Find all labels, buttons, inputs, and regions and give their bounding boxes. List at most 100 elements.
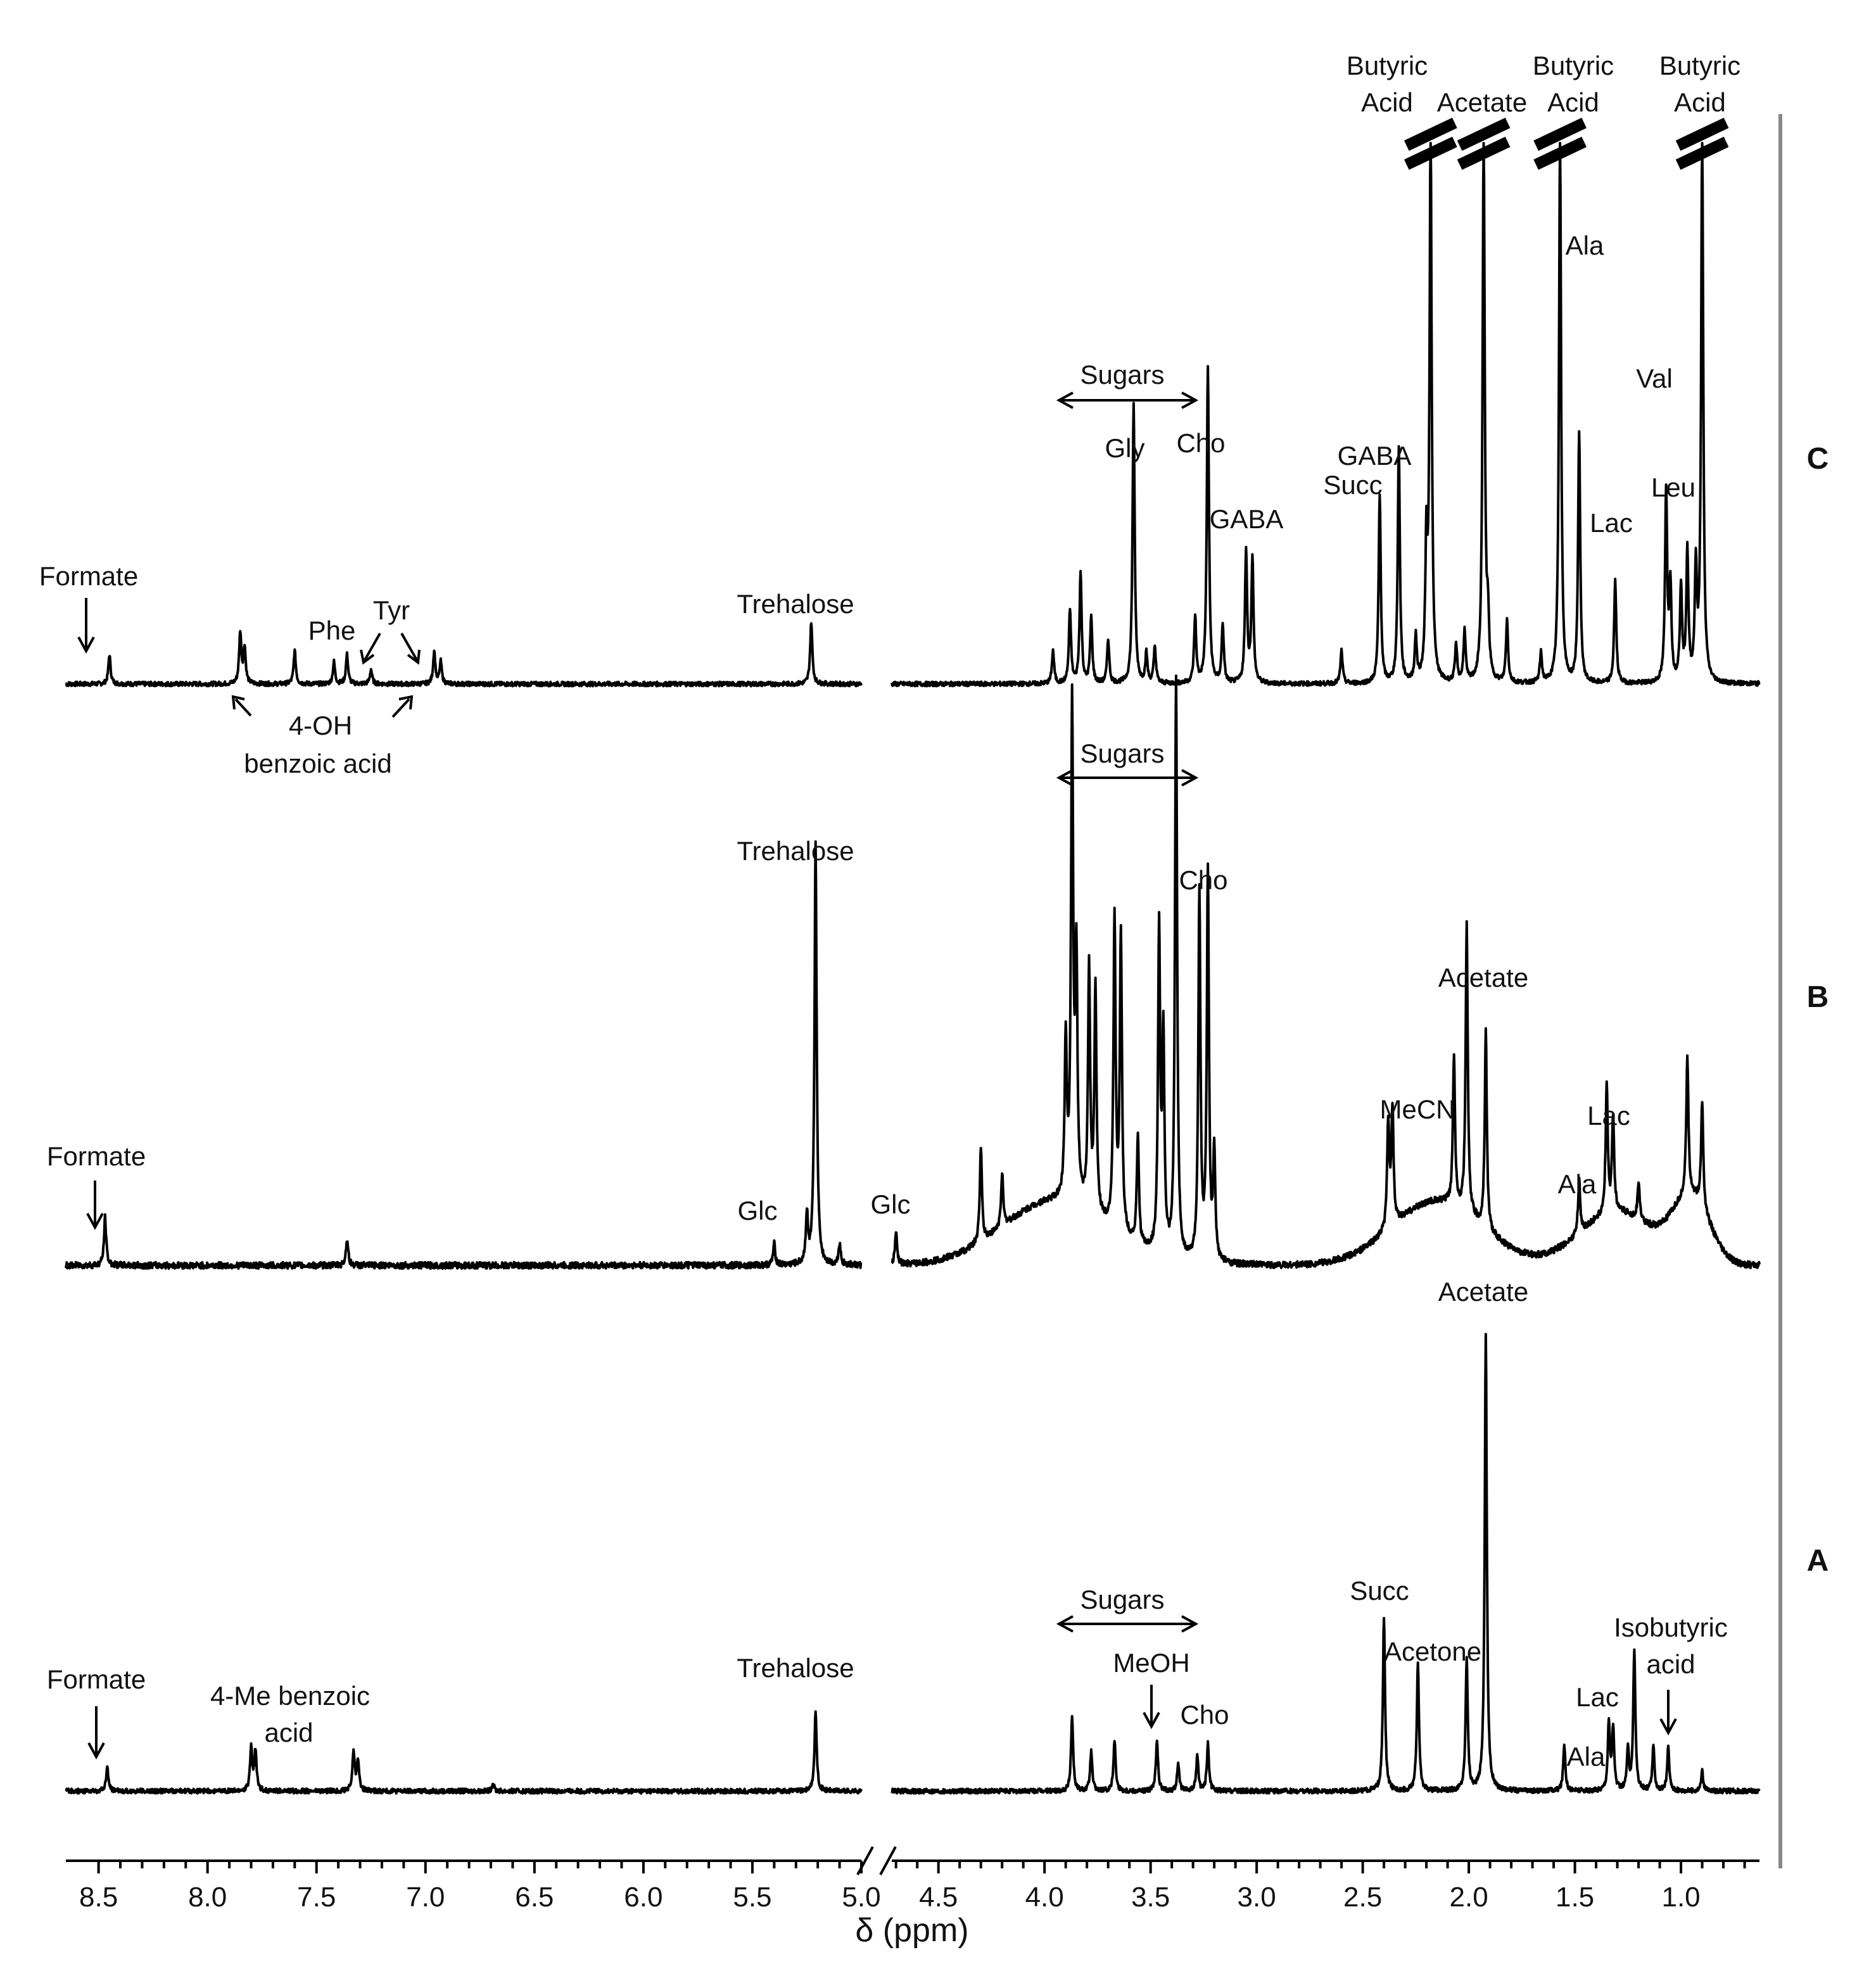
arrowhead-sugars-a-r bbox=[1181, 1615, 1199, 1633]
truncation-bar-2-0 bbox=[1533, 117, 1587, 151]
truncation-bar-1-1 bbox=[1457, 136, 1511, 170]
label-cho-b: Cho bbox=[1179, 865, 1227, 895]
label-4me-a: 4-Me benzoic bbox=[210, 1681, 370, 1711]
series-label-b: B bbox=[1807, 980, 1829, 1014]
spectrum-trace-b bbox=[65, 675, 1761, 1270]
label-ala-c: Ala bbox=[1566, 231, 1604, 260]
label-acetone-a: Acetone bbox=[1384, 1637, 1481, 1666]
label-formate-b: Formate bbox=[47, 1141, 146, 1171]
spectrum-trace-a bbox=[65, 1333, 1761, 1795]
x-tick-label-10: 3.5 bbox=[1131, 1882, 1170, 1913]
label-gaba-c1: GABA bbox=[1210, 504, 1284, 534]
arrowhead-formate-c bbox=[77, 637, 95, 654]
series-label-a: A bbox=[1807, 1544, 1829, 1578]
arrowhead-meoh bbox=[1143, 1712, 1160, 1730]
label-cho-a: Cho bbox=[1180, 1700, 1229, 1730]
label-succ-c: Succ bbox=[1323, 470, 1382, 500]
truncation-marks bbox=[1404, 117, 1729, 170]
label-formate-c: Formate bbox=[39, 561, 138, 591]
label-meoh-a: MeOH bbox=[1113, 1648, 1189, 1678]
x-tick-label-7: 5.0 bbox=[842, 1882, 880, 1913]
label-succ-a: Succ bbox=[1350, 1576, 1409, 1606]
label-lac-b: Lac bbox=[1587, 1101, 1630, 1131]
x-tick-label-11: 3.0 bbox=[1238, 1882, 1276, 1913]
x-tick-label-3: 7.0 bbox=[406, 1882, 445, 1913]
label-gly-c: Gly bbox=[1105, 433, 1145, 463]
arrowhead-formate-b bbox=[86, 1213, 104, 1231]
arrowhead-formate-a bbox=[87, 1742, 105, 1760]
label-cho-c: Cho bbox=[1176, 428, 1225, 458]
label-mecn-b: MeCN bbox=[1379, 1094, 1455, 1124]
x-tick-label-5: 6.0 bbox=[624, 1882, 662, 1913]
label-acetate-a: Acetate bbox=[1438, 1277, 1528, 1307]
label-benzoic-c: benzoic acid bbox=[244, 749, 391, 778]
arrowhead-tyr-left bbox=[360, 649, 375, 665]
arrowhead-4oh-right bbox=[398, 695, 414, 710]
label-glc-b2: Glc bbox=[871, 1189, 911, 1219]
x-axis: 8.5 8.0 7.5 7.0 6.5 6.0 5.5 5.0 4.5 4.0 3.5 3.0 2.5 2… bbox=[66, 1846, 1759, 1949]
x-tick-label-0: 8.5 bbox=[79, 1882, 118, 1913]
axis-break-mark-2 bbox=[879, 1846, 897, 1875]
arrowhead-sugars-c-l bbox=[1056, 391, 1074, 409]
label-butyric-3a: Butyric bbox=[1659, 51, 1740, 80]
label-glc-b1: Glc bbox=[738, 1196, 778, 1226]
label-4oh-c: 4-OH bbox=[289, 711, 352, 740]
truncation-bar-3-0 bbox=[1675, 117, 1729, 151]
truncation-bar-3-1 bbox=[1675, 136, 1729, 170]
arrow-tyr-right bbox=[400, 633, 418, 661]
label-lac-a: Lac bbox=[1576, 1682, 1619, 1712]
label-sugars-c: Sugars bbox=[1080, 360, 1164, 390]
x-axis-title: δ (ppm) bbox=[855, 1912, 968, 1949]
arrowhead-isobutyric bbox=[1659, 1718, 1677, 1736]
x-tick-label-6: 5.5 bbox=[733, 1882, 771, 1913]
truncation-bar-0-1 bbox=[1404, 136, 1457, 170]
x-tick-group: 8.5 8.0 7.5 7.0 6.5 6.0 5.5 5.0 4.5 4.0 3.5 3.0 2.5 2… bbox=[79, 1861, 1746, 1913]
truncation-bar-0-0 bbox=[1404, 117, 1457, 151]
x-tick-label-14: 1.5 bbox=[1556, 1882, 1594, 1913]
arrow-4oh-left bbox=[234, 698, 252, 717]
label-sugars-b: Sugars bbox=[1080, 738, 1164, 768]
annotation-labels: Butyric Acid Acetate Butyric Acid Butyri… bbox=[39, 51, 1740, 1771]
truncation-bar-1-0 bbox=[1457, 117, 1511, 151]
label-lac-c: Lac bbox=[1590, 508, 1633, 538]
arrowhead-sugars-c-r bbox=[1181, 391, 1199, 409]
x-tick-label-13: 2.0 bbox=[1450, 1882, 1488, 1913]
label-isobutyric-a: Isobutyric bbox=[1614, 1612, 1728, 1642]
spectra-layer bbox=[65, 142, 1761, 1795]
x-tick-label-12: 2.5 bbox=[1343, 1882, 1382, 1913]
truncation-bar-2-1 bbox=[1533, 136, 1587, 170]
arrowhead-4oh-left bbox=[231, 695, 245, 710]
label-val-c: Val bbox=[1636, 364, 1673, 393]
arrow-4oh-right bbox=[391, 698, 410, 718]
label-trehalose-c: Trehalose bbox=[737, 589, 854, 619]
label-trehalose-a: Trehalose bbox=[737, 1653, 854, 1683]
series-label-c: C bbox=[1807, 442, 1829, 476]
x-tick-label-8: 4.5 bbox=[919, 1882, 958, 1913]
label-butyric-2b: Acid bbox=[1547, 87, 1599, 117]
spectrum-trace-c bbox=[65, 142, 1761, 688]
label-leu-c: Leu bbox=[1651, 472, 1695, 502]
label-ala-b: Ala bbox=[1558, 1169, 1597, 1199]
arrowhead-sugars-a-l bbox=[1056, 1615, 1074, 1633]
x-tick-label-9: 4.0 bbox=[1025, 1882, 1064, 1913]
label-trehalose-b: Trehalose bbox=[737, 836, 854, 866]
x-tick-label-4: 6.5 bbox=[515, 1882, 554, 1913]
label-4me-acid-a: acid bbox=[264, 1718, 313, 1747]
arrowhead-sugars-b-r bbox=[1181, 769, 1199, 787]
label-acetate-b: Acetate bbox=[1438, 963, 1528, 992]
label-acetate-c: Acetate bbox=[1437, 87, 1527, 117]
label-butyric-3b: Acid bbox=[1674, 87, 1726, 117]
label-phe-c: Phe bbox=[308, 616, 356, 645]
label-butyric-1b: Acid bbox=[1361, 87, 1413, 117]
label-sugars-a: Sugars bbox=[1080, 1585, 1164, 1614]
annotation-arrows bbox=[77, 391, 1677, 1760]
label-gaba-c2: GABA bbox=[1338, 441, 1412, 471]
label-isobutyric-acid-a: acid bbox=[1646, 1649, 1695, 1679]
label-ala-a: Ala bbox=[1567, 1742, 1606, 1771]
label-formate-a: Formate bbox=[47, 1664, 146, 1694]
label-butyric-1a: Butyric bbox=[1347, 51, 1428, 80]
x-tick-label-2: 7.5 bbox=[297, 1882, 336, 1913]
label-tyr-c: Tyr bbox=[373, 595, 410, 625]
arrowhead-sugars-b-l bbox=[1056, 769, 1074, 787]
